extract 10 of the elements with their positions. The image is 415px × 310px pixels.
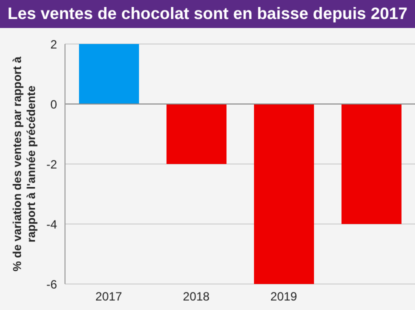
chart-title: Les ventes de chocolat sont en baisse depuis 2017 — [0, 0, 415, 28]
y-tick-label: 2 — [50, 37, 58, 52]
y-tick-label: -4 — [46, 217, 58, 232]
x-tick-label: 2017 — [95, 290, 122, 304]
x-tick-label: 2019 — [270, 290, 298, 304]
x-tick-label: 2018 — [182, 290, 210, 304]
y-tick-label: -2 — [46, 157, 58, 172]
y-axis-title: % de variation des ventes par rapport à rapport à l'année précédente — [12, 56, 38, 272]
y-tick-label: -6 — [46, 277, 58, 292]
y-tick-label: 0 — [50, 97, 58, 112]
